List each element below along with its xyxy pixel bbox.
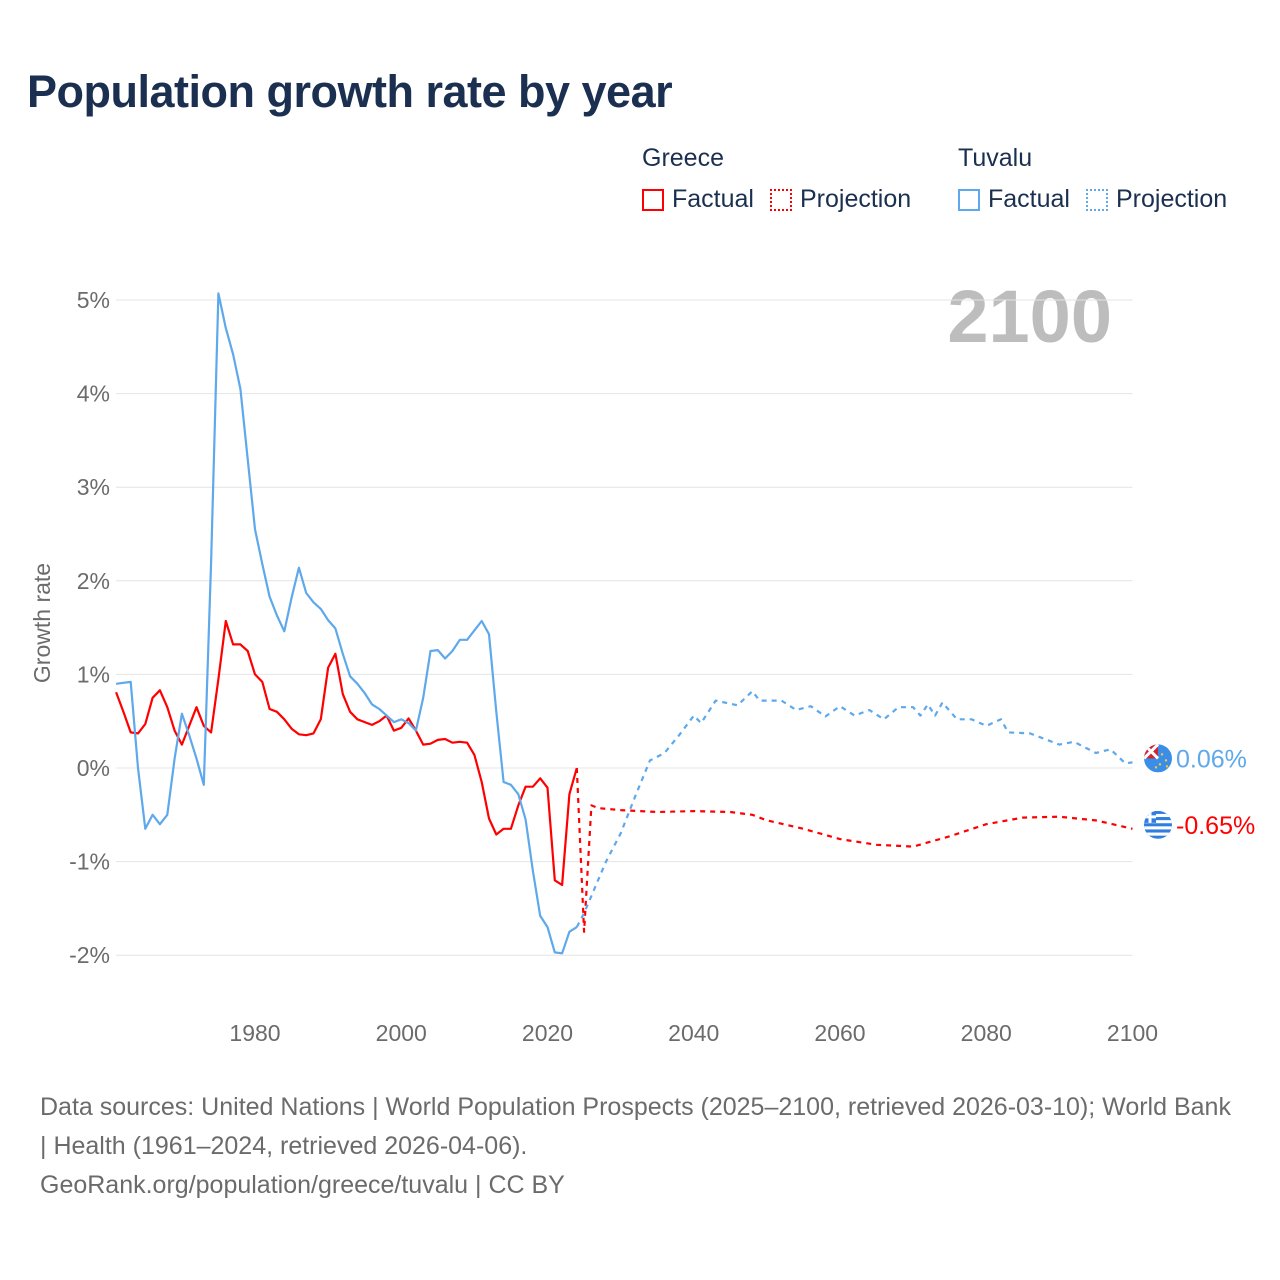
year-watermark: 2100 [947, 275, 1112, 358]
flag-tuvalu-icon [1144, 744, 1172, 773]
series-line-tuvalu-factual [115, 292, 578, 955]
y-axis-label: Growth rate [29, 563, 55, 683]
y-tick-label: -1% [69, 849, 110, 875]
dotted-swatch-icon [769, 188, 792, 211]
data-sources: Data sources: United Nations | World Pop… [40, 1093, 1231, 1160]
series-line-greece-projection [575, 767, 1133, 933]
y-tick-label: 5% [77, 287, 110, 313]
x-tick-label: 2060 [814, 1020, 865, 1046]
solid-swatch-icon [642, 188, 664, 211]
chart-plot: 2100 -2% -1% 0% 1% 2% 3% 4% 5% 1980 2000 2020 2040… [29, 275, 1255, 1046]
y-tick-label: 4% [77, 381, 110, 407]
end-value-label-tuvalu: 0.06% [1176, 745, 1247, 773]
x-tick-label: 1980 [229, 1020, 280, 1046]
y-tick-label: 3% [77, 474, 110, 500]
y-tick-label: 0% [77, 755, 110, 781]
x-tick-label: 2080 [961, 1020, 1012, 1046]
legend-label: Projection [799, 185, 912, 213]
legend-label: Projection [1115, 185, 1228, 213]
x-tick-label: 2020 [522, 1020, 573, 1046]
x-tick-label: 2100 [1107, 1020, 1158, 1046]
legend-group-name: Greece [642, 144, 724, 172]
legend-label: Factual [672, 185, 754, 213]
legend-item-greece-factual[interactable]: Factual [642, 185, 754, 214]
footer: Data sources: United Nations | World Pop… [40, 1088, 1240, 1205]
legend-group-name: Tuvalu [958, 144, 1033, 172]
legend-group-tuvalu: Tuvalu Factual Projection [958, 144, 1243, 214]
flag-greece-icon [1144, 810, 1172, 839]
end-value-label-greece: -0.65% [1176, 812, 1255, 840]
y-tick-label: 1% [77, 661, 110, 687]
legend-group-greece: Greece Factual Projection [642, 144, 927, 214]
series-line-greece-factual [115, 619, 578, 887]
chart-title: Population growth rate by year [27, 66, 673, 117]
credit-link[interactable]: GeoRank.org/population/greece/tuvalu | C… [40, 1171, 565, 1199]
dotted-swatch-icon [1085, 188, 1108, 211]
y-tick-label: 2% [77, 568, 110, 594]
x-tick-label: 2040 [668, 1020, 719, 1046]
x-tick-label: 2000 [376, 1020, 427, 1046]
series-line-tuvalu-projection [575, 690, 1133, 928]
legend-item-tuvalu-factual[interactable]: Factual [958, 185, 1070, 214]
solid-swatch-icon [958, 188, 980, 211]
legend-item-greece-projection[interactable]: Projection [769, 185, 912, 214]
legend-label: Factual [988, 185, 1070, 213]
legend-item-tuvalu-projection[interactable]: Projection [1085, 185, 1228, 214]
y-tick-label: -2% [69, 942, 110, 968]
